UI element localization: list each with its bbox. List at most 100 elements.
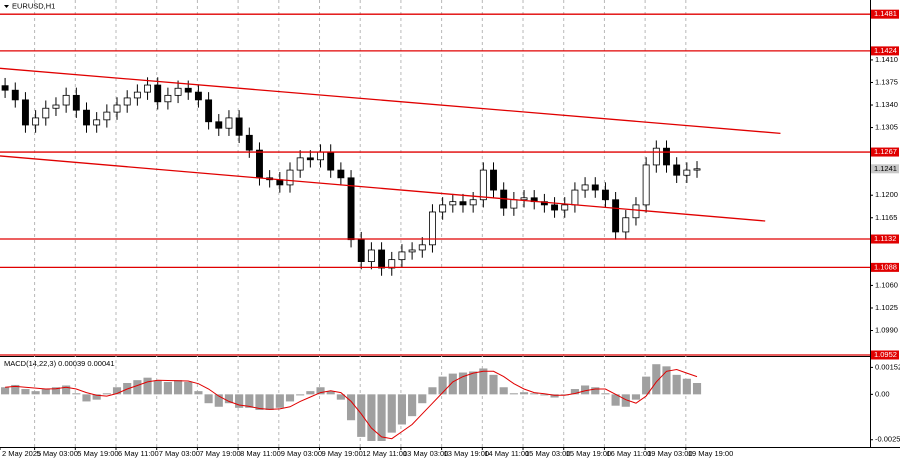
x-tick-label: 8 May 11:00	[240, 449, 281, 458]
candle-body	[408, 249, 416, 253]
macd-bar	[662, 366, 671, 395]
macd-bar	[346, 394, 356, 421]
candle-body	[194, 91, 202, 101]
macd-bar	[519, 392, 529, 395]
level-label-box	[871, 262, 899, 272]
candle-body	[632, 204, 640, 219]
candle-body	[642, 164, 650, 206]
last-price-label: 1.1241	[874, 164, 897, 173]
candle-body	[317, 151, 324, 161]
candle-body	[215, 121, 223, 129]
level-label: 1.1267	[874, 147, 897, 156]
macd-bar	[51, 387, 61, 395]
level-label: 1.1481	[874, 9, 897, 18]
candle-body	[245, 134, 253, 151]
macd-bar	[174, 380, 183, 395]
candle-body	[693, 168, 701, 171]
macd-bar	[112, 387, 122, 395]
level-label: 1.1132	[874, 234, 896, 243]
x-tick-label: 5 May 03:00	[37, 449, 78, 458]
level-label: 1.1424	[874, 46, 897, 55]
x-tick-label: 2 May 2025	[2, 449, 41, 458]
symbol-title: EURUSD,H1	[12, 1, 55, 10]
candle-body	[144, 84, 151, 93]
candle-body	[459, 201, 467, 206]
level-label-box	[871, 147, 899, 157]
macd-bar	[489, 374, 498, 395]
x-tick-label: 6 May 11:00	[118, 449, 159, 458]
candle-body	[72, 94, 80, 111]
macd-bar	[316, 387, 325, 395]
candle-body	[449, 201, 457, 206]
candle-body	[103, 111, 111, 121]
macd-bar	[591, 387, 600, 395]
candle-body	[479, 169, 487, 201]
x-tick-label: 12 May 11:00	[362, 449, 407, 458]
macd-bar	[581, 385, 590, 395]
macd-bar	[540, 394, 549, 396]
candle-body	[469, 199, 477, 206]
macd-bar	[235, 394, 244, 408]
level-label-box	[871, 9, 899, 19]
macd-bar	[408, 394, 417, 417]
y-tick-label: 0.00152	[875, 362, 900, 371]
x-tick-label: 19 May 19:00	[688, 449, 733, 458]
x-tick-label: 7 May 19:00	[199, 449, 240, 458]
macd-bar	[133, 380, 142, 395]
x-tick-label: 15 May 03:00	[525, 449, 570, 458]
candle-body	[612, 199, 620, 233]
x-tick-label: 15 May 19:00	[566, 449, 611, 458]
macd-bar	[499, 387, 508, 395]
candle-body	[52, 104, 60, 109]
candle-body	[93, 119, 101, 126]
macd-bar	[153, 380, 162, 395]
y-tick-label: 1.1200	[875, 190, 898, 199]
candle-body	[306, 157, 314, 161]
macd-bar	[62, 385, 71, 395]
x-tick-label: 7 May 03:00	[159, 449, 200, 458]
candle-body	[11, 89, 19, 101]
candle-body	[347, 177, 355, 241]
candle-body	[601, 189, 609, 201]
candle-body	[561, 204, 569, 211]
macd-bar	[214, 394, 223, 407]
macd-bar	[306, 391, 315, 395]
last-price-box	[871, 164, 899, 174]
macd-bar	[224, 394, 234, 404]
macd-bar	[428, 387, 437, 395]
candle-body	[652, 147, 660, 166]
candle-body	[225, 117, 233, 129]
trendline	[0, 155, 766, 222]
x-tick-label: 9 May 03:00	[281, 449, 322, 458]
macd-bar	[570, 389, 579, 395]
y-tick-label: 1.1375	[875, 77, 898, 86]
candle-body	[154, 84, 162, 103]
macd-bar	[509, 393, 518, 395]
macd-bar	[285, 394, 295, 402]
candle-body	[205, 99, 213, 123]
macd-bar	[336, 394, 345, 400]
y-tick-label: 0.00	[875, 389, 890, 398]
macd-bar	[631, 394, 641, 400]
menu-arrow[interactable]	[4, 5, 9, 8]
macd-bar	[31, 391, 40, 395]
candle-body	[683, 169, 691, 176]
candle-body	[286, 169, 294, 186]
candle-body	[296, 157, 304, 171]
macd-bar	[163, 381, 172, 395]
candle-body	[490, 169, 497, 191]
candle-body	[663, 147, 670, 166]
macd-bar	[377, 394, 386, 441]
macd-bar	[11, 384, 20, 395]
candle-body	[337, 169, 345, 179]
level-label: 1.1088	[874, 262, 897, 271]
level-label-box	[871, 350, 899, 360]
macd-bar	[21, 389, 30, 395]
x-tick-label: 9 May 19:00	[322, 449, 363, 458]
candle-body	[164, 94, 172, 103]
x-tick-label: 14 May 11:00	[484, 449, 529, 458]
macd-bar	[143, 377, 152, 395]
candle-body	[123, 97, 131, 106]
macd-bar	[469, 371, 478, 395]
